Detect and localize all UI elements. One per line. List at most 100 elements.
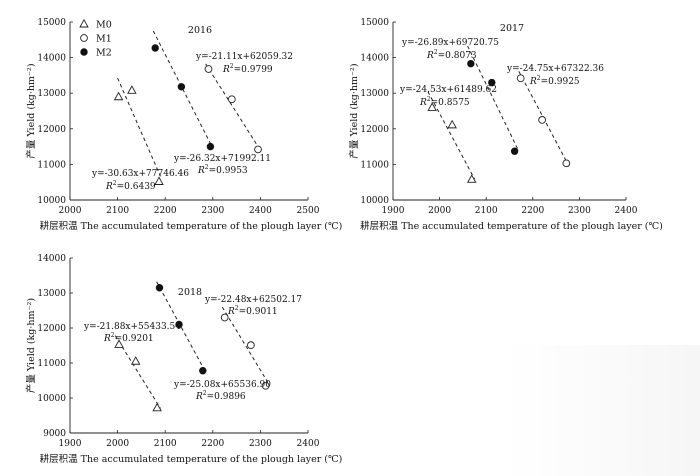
x-tick-label: 1900: [59, 439, 82, 449]
y-tick-label: 13000: [37, 289, 66, 299]
y-tick-label: 9000: [43, 429, 66, 439]
legend-label-M1: M1: [96, 34, 112, 45]
point-M2: [155, 284, 164, 292]
x-tick-label: 2000: [428, 206, 451, 216]
point-M1: [227, 95, 236, 104]
y-tick-label: 15000: [37, 18, 66, 28]
y-tick-label: 12000: [37, 125, 66, 135]
y-tick-label: 14000: [37, 254, 66, 264]
chart-panel-2018: 1900 2000 2100 2200 2300 2400 9000 10000 11000 12…: [25, 254, 342, 465]
point-M2: [199, 367, 207, 375]
y-tick-label: 10000: [37, 394, 66, 404]
y-tick-label: 10000: [360, 196, 389, 206]
fit-equation-M0: y=-30.63x+77746.46: [91, 169, 189, 179]
point-M1: [220, 313, 229, 322]
panel-title: 2018: [178, 287, 202, 298]
fit-r2-M2: R2=0.9953: [197, 164, 248, 176]
point-M0: [127, 85, 137, 94]
point-M1: [261, 381, 270, 390]
point-M0: [154, 176, 164, 185]
y-tick-label: 11000: [360, 160, 389, 170]
panel-title: 2017: [500, 23, 524, 34]
fit-r2-M2: R2=0.9896: [195, 390, 246, 402]
point-M0: [427, 102, 437, 111]
point-M0: [466, 174, 477, 183]
legend-label-M0: M0: [96, 20, 112, 31]
x-tick-label: 2300: [201, 206, 224, 216]
fit-r2-M1: R2=0.9925: [529, 75, 580, 87]
fit-line-M2: [156, 281, 207, 373]
fit-r2-M1: R2=0.9799: [222, 63, 273, 75]
x-tick-label: 2400: [297, 439, 320, 449]
fit-line-M1: [221, 306, 270, 385]
point-M1: [247, 341, 255, 350]
fit-equation-M2: y=-25.08x+65536.90: [173, 380, 271, 390]
legend-marker-M2: [80, 48, 88, 56]
y-tick-label: 11000: [37, 359, 66, 369]
fit-equation-M1: y=-22.48x+62502.17: [204, 295, 302, 305]
y-axis-label: 产量 Yield (kg·hm⁻²): [348, 63, 360, 158]
background-shade: [503, 345, 700, 476]
fit-line-M1: [205, 63, 261, 151]
y-tick-label: 12000: [37, 324, 66, 334]
point-M0: [447, 119, 457, 129]
x-tick-label: 2200: [201, 439, 224, 449]
fit-equation-M1: y=-21.11x+62059.32: [195, 52, 293, 62]
x-tick-label: 2000: [106, 439, 129, 449]
point-M2: [488, 78, 496, 87]
y-axis-label: 产量 Yield (kg·hm⁻²): [25, 298, 37, 393]
point-M2: [151, 44, 159, 52]
panel-title: 2016: [188, 25, 212, 36]
x-axis-label: 耕层积温 The accumulated temperature of the …: [40, 453, 343, 465]
y-tick-label: 13000: [37, 89, 66, 99]
fit-r2-M1: R2=0.9011: [227, 305, 278, 317]
y-tick-label: 10000: [37, 196, 66, 206]
y-tick-label: 14000: [360, 54, 389, 64]
point-M2: [206, 142, 215, 151]
point-M2: [510, 147, 519, 155]
point-M0: [130, 356, 141, 365]
point-M1: [538, 116, 546, 124]
point-M2: [177, 83, 186, 91]
fit-line-M2: [467, 45, 519, 150]
legend-marker-M0: [79, 18, 89, 28]
chart-panel-2016: 2000 2100 2200 2300 2400 2500 10000 11000 12000 1…: [25, 18, 342, 232]
y-tick-label: 13000: [360, 89, 389, 99]
y-tick-label: 11000: [37, 160, 66, 170]
fit-r2-M2: R2=0.8073: [426, 49, 477, 61]
point-M1: [254, 145, 262, 154]
fit-r2-M0: R2=0.8575: [419, 96, 470, 108]
x-tick-label: 2400: [249, 206, 272, 216]
fit-equation-M1: y=-24.75x+67322.36: [506, 64, 604, 74]
x-tick-label: 2000: [59, 206, 82, 216]
point-M2: [467, 59, 475, 68]
x-tick-label: 2500: [297, 206, 320, 216]
fit-equation-M0: y=-24.53x+61489.62: [399, 85, 497, 95]
y-tick-label: 12000: [360, 125, 389, 135]
fit-line-M0: [427, 91, 475, 180]
point-M0: [113, 91, 124, 101]
point-M2: [175, 320, 183, 329]
x-axis-label: 耕层积温 The accumulated temperature of the …: [360, 220, 663, 232]
fit-r2-M0: R2=0.9201: [103, 332, 154, 344]
chart-panel-2017: 1900 2000 2100 2200 2300 2400 10000 11000 12000 1…: [348, 18, 663, 232]
fit-equation-M2: y=-26.32x+71992.11: [173, 154, 271, 164]
fit-equation-M0: y=-21.88x+55433.54: [83, 322, 181, 332]
point-M1: [562, 159, 571, 168]
legend: M0 M1 M2: [79, 18, 112, 59]
x-tick-label: 2200: [154, 206, 177, 216]
x-tick-label: 2100: [475, 206, 498, 216]
point-M0: [114, 339, 124, 348]
x-tick-label: 1900: [382, 206, 405, 216]
fit-r2-M0: R2=0.6439: [105, 180, 156, 192]
